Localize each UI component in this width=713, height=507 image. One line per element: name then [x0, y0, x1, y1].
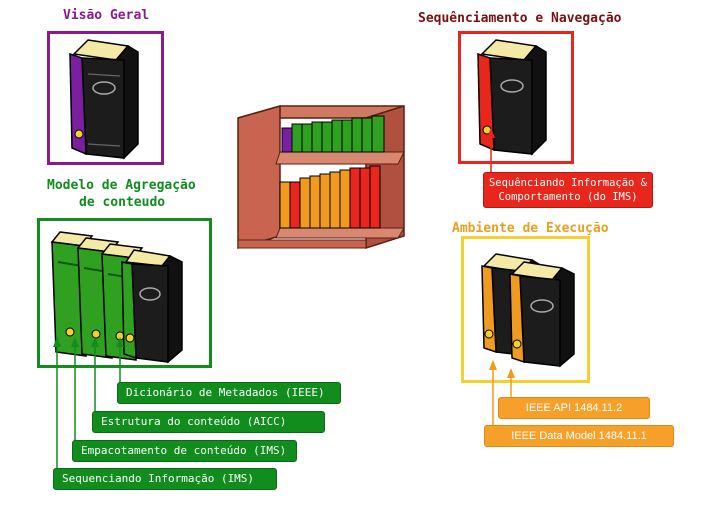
tag-dicionario-metadados: Dicionário de Metadados (IEEE): [117, 382, 341, 404]
shelf-books-bottom: [279, 165, 381, 229]
agregacao-title-line2: de conteudo: [79, 195, 166, 210]
sequenciamento-title: Sequênciamento e Navegação: [418, 11, 622, 26]
ambiente-arrows: [489, 360, 515, 428]
tag-empacotamento-conteudo: Empacotamento de conteúdo (IMS): [72, 440, 297, 462]
sequenciamento-book: [477, 39, 547, 156]
tag-estrutura-conteudo: Estrutura do conteúdo (AICC): [92, 411, 325, 433]
tag-sequenciando-comportamento: Sequênciando Informação & Comportamento …: [483, 172, 653, 208]
shelf-books-top: [281, 115, 385, 153]
ambiente-title: Ambiente de Execução: [452, 221, 609, 236]
visao-geral-book: [69, 39, 139, 160]
sequenciamento-arrow: [487, 128, 495, 174]
agregacao-arrows: [53, 337, 124, 472]
bookshelf: [237, 104, 405, 250]
ambiente-books: [481, 253, 575, 368]
agregacao-title-line1: Modelo de Agregação: [47, 178, 196, 193]
agregacao-books: [50, 231, 183, 364]
visao-geral-title: Visão Geral: [63, 8, 150, 23]
tag-ieee-api: IEEE API 1484.11.2: [498, 397, 650, 419]
tag-sequenciando-informacao: Sequenciando Informação (IMS): [53, 468, 277, 490]
tag-ieee-data-model: IEEE Data Model 1484.11.1: [484, 425, 674, 447]
